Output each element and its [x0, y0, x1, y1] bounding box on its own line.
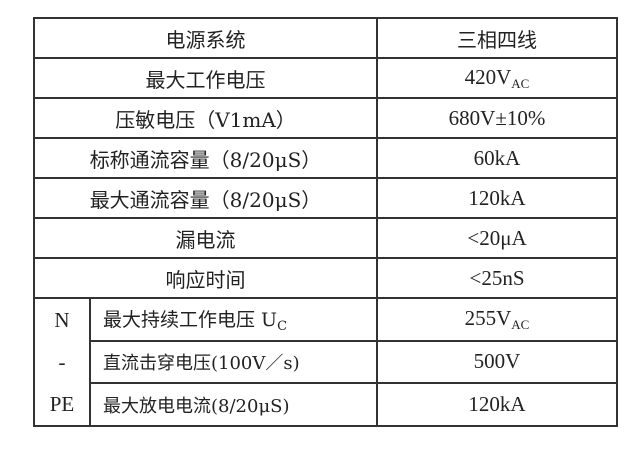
row-label: 最大放电电流(8/20μS)	[89, 382, 378, 427]
row-label: 响应时间	[33, 257, 378, 299]
row-value: <20μA	[376, 217, 618, 259]
table-row: 最大放电电流(8/20μS) 120kA	[34, 382, 618, 427]
row-label: 压敏电压（V1mA）	[33, 97, 378, 139]
table-row: 标称通流容量（8/20μS） 60kA	[33, 137, 618, 179]
group-label-line: N	[54, 308, 70, 332]
row-value: 120kA	[376, 382, 618, 427]
row-value: 60kA	[376, 137, 618, 179]
group-label-line: -	[58, 350, 66, 374]
header-label: 电源系统	[33, 17, 378, 59]
table-row: 压敏电压（V1mA） 680V±10%	[33, 97, 618, 139]
label-subscript: C	[277, 318, 288, 334]
label-text: 最大持续工作电压 U	[103, 308, 278, 331]
table-row: 直流击穿电压(100V／s) 500V	[34, 339, 618, 385]
row-value: 500V	[376, 339, 618, 385]
table-row-header: 电源系统 三相四线	[33, 17, 618, 59]
table-row: N - PE 最大持续工作电压 UC 255VAC	[33, 297, 618, 427]
header-value: 三相四线	[376, 17, 618, 59]
row-value: 255VAC	[376, 297, 618, 342]
row-value: 420VAC	[376, 57, 618, 99]
spec-table: 电源系统 三相四线 最大工作电压 420VAC 压敏电压（V1mA） 680V±…	[33, 17, 618, 427]
group-label-line: PE	[49, 392, 75, 416]
row-value: 120kA	[376, 177, 618, 219]
value-text: 255V	[464, 305, 512, 330]
value-subscript: AC	[511, 75, 530, 91]
row-label: 直流击穿电压(100V／s)	[89, 339, 378, 385]
row-value: <25nS	[376, 257, 618, 299]
group-label: N - PE	[33, 297, 91, 427]
value-text: 420V	[464, 64, 512, 89]
value-subscript: AC	[511, 316, 530, 332]
table-row: 响应时间 <25nS	[33, 257, 618, 299]
row-value: 680V±10%	[376, 97, 618, 139]
table-row: 最大通流容量（8/20μS） 120kA	[33, 177, 618, 219]
row-label: 最大工作电压	[33, 57, 378, 99]
row-label: 标称通流容量（8/20μS）	[33, 137, 378, 179]
table-row: 最大工作电压 420VAC	[33, 57, 618, 99]
row-label: 最大通流容量（8/20μS）	[33, 177, 378, 219]
row-label: 漏电流	[33, 217, 378, 259]
table-row: 漏电流 <20μA	[33, 217, 618, 259]
row-label: 最大持续工作电压 UC	[89, 297, 378, 342]
